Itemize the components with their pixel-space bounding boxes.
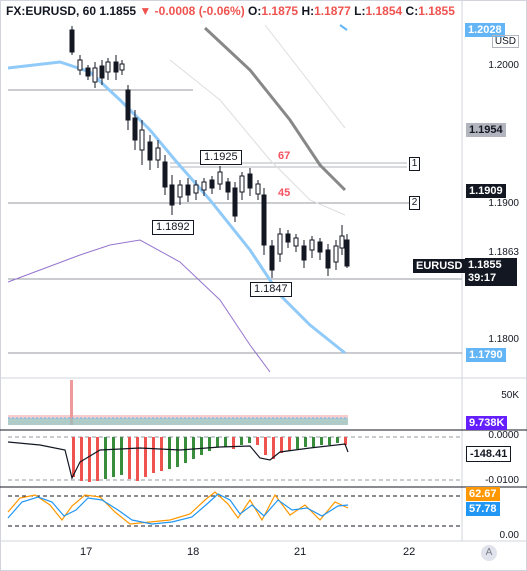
currency-badge[interactable]: USD — [491, 35, 519, 48]
macd-value-tag: -148.41 — [466, 446, 512, 462]
axis-tag-1909: 1.1909 — [466, 184, 506, 198]
ma-gray — [203, 26, 347, 192]
current-price-tag: 1.1855 39:17 — [465, 258, 517, 286]
candles — [69, 26, 350, 278]
stoch-d — [7, 493, 349, 525]
stoch-d-tag: 57.78 — [466, 502, 500, 516]
marker-1[interactable]: 1 — [409, 157, 420, 171]
ytick-1.1800: 1.1800 — [488, 334, 519, 345]
ytick-1.1863: 1.1863 — [488, 247, 519, 258]
low-label: L: — [354, 4, 366, 18]
macd-tick-neg: -0.0100 — [485, 475, 519, 486]
band-mid — [169, 59, 346, 216]
axis-tag-1954: 1.1954 — [466, 123, 506, 137]
ma-purple — [7, 239, 271, 373]
fib-67-label: 67 — [278, 150, 291, 162]
ytick-1.1900: 1.1900 — [488, 198, 519, 209]
label-low-1847[interactable]: 1.1847 — [250, 282, 292, 297]
band-upper — [264, 24, 346, 129]
auto-scale-button[interactable]: A — [481, 545, 497, 561]
current-price: 1.1855 — [468, 259, 502, 271]
open-value: 1.1875 — [261, 4, 299, 18]
open-label: O: — [248, 4, 262, 18]
marker-2[interactable]: 2 — [409, 196, 420, 210]
axis-tag-1790: 1.1790 — [466, 348, 506, 362]
stoch-tick-zero: 0.00 — [499, 530, 519, 541]
down-arrow-icon: ▼ — [139, 4, 152, 18]
chart-header: FX:EURUSD, 60 1.1855 ▼ -0.0008 (-0.06%) … — [6, 4, 455, 18]
xtick-18: 18 — [187, 546, 200, 558]
high-label: H: — [301, 4, 315, 18]
fib-45-label: 45 — [278, 187, 291, 199]
last-price: 1.1855 — [99, 4, 137, 18]
high-value: 1.1877 — [314, 4, 351, 18]
bar-countdown: 39:17 — [468, 272, 497, 284]
macd-tick-zero: 0.0000 — [488, 430, 519, 441]
current-symbol-tag: EURUSD — [413, 259, 466, 273]
low-value: 1.1854 — [365, 4, 403, 18]
close-value: 1.1855 — [418, 4, 455, 18]
macd-line — [7, 441, 349, 480]
close-label: C: — [405, 4, 419, 18]
axis-tag-upper-band: 1.2028 — [465, 23, 505, 37]
ytick-1.2000: 1.2000 — [488, 60, 519, 71]
xtick-21: 21 — [294, 546, 307, 558]
price-change: -0.0008 (-0.06%) — [154, 4, 245, 18]
xtick-22: 22 — [403, 546, 416, 558]
volume-bars — [8, 380, 348, 425]
label-high-1925[interactable]: 1.1925 — [200, 150, 242, 165]
stoch-k-tag: 62.67 — [466, 487, 500, 501]
stoch-k — [7, 491, 349, 525]
label-low-1892[interactable]: 1.1892 — [152, 220, 194, 235]
volume-tick: 50K — [501, 390, 519, 401]
macd-histogram — [72, 437, 347, 482]
symbol-label[interactable]: FX:EURUSD, 60 — [6, 4, 97, 18]
xtick-17: 17 — [80, 546, 93, 558]
ma-blue — [7, 60, 346, 355]
volume-value-tag: 9.738K — [466, 416, 508, 430]
